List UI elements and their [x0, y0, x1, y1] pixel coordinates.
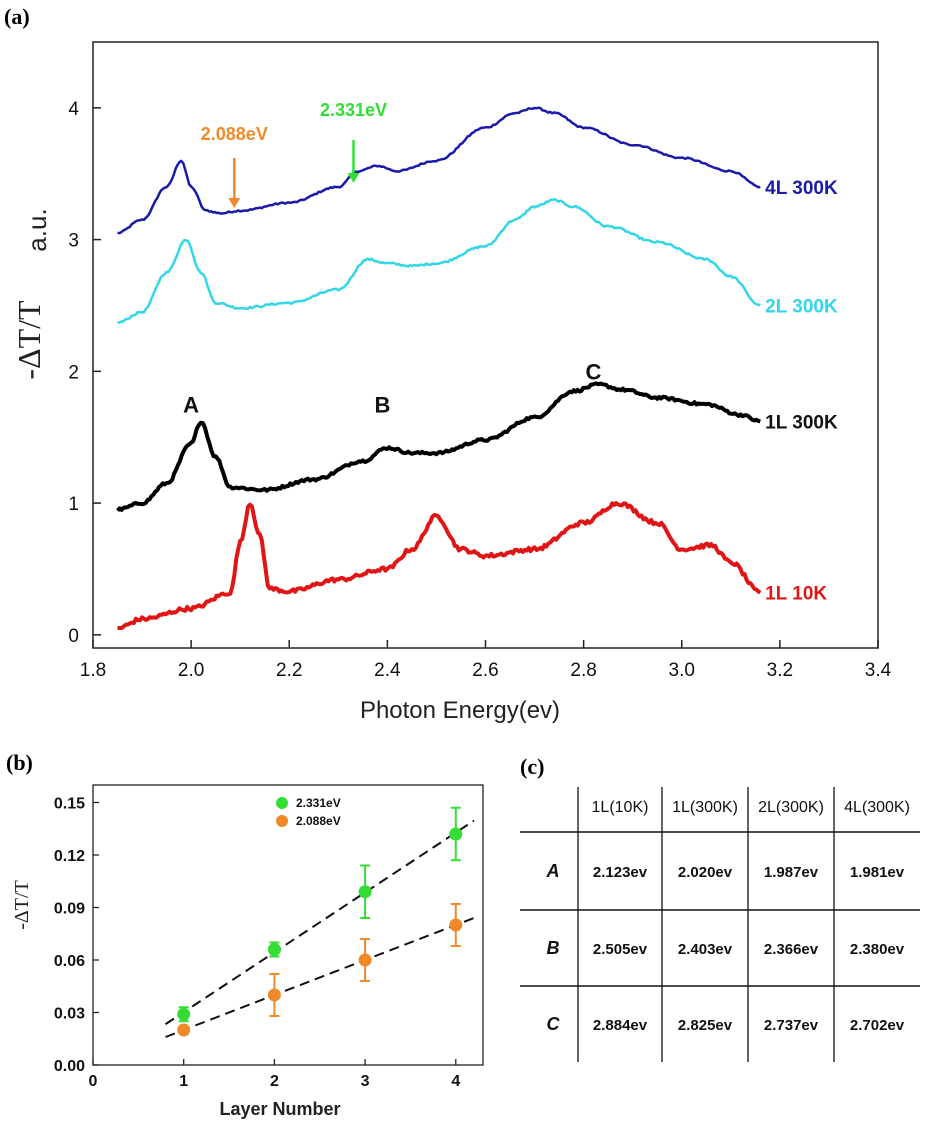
- panel-c-cell: 2.020ev: [678, 864, 733, 881]
- panel-b-point: [267, 943, 281, 956]
- panel-a-xtick-label: 2.4: [374, 660, 401, 681]
- panel-b-ytick-label: 0.09: [54, 901, 85, 918]
- panel-a-label: (a): [4, 4, 30, 29]
- panel-a-xtick-label: 3.2: [767, 660, 793, 681]
- panel-c-column-header: 1L(10K): [592, 799, 649, 816]
- panel-c-label: (c): [520, 754, 544, 779]
- panel-b-ytick-label: 0.12: [54, 848, 85, 865]
- panel-c-cell: 2.380ev: [850, 941, 905, 958]
- panel-c-cell: 2.366ev: [764, 941, 819, 958]
- panel-a-xtick-label: 2.0: [178, 660, 204, 681]
- panel-c-table: 1L(10K) 1L(300K) 2L(300K) 4L(300K) A 2.123ev 2…: [520, 787, 920, 1062]
- panel-b-legend-marker: [276, 797, 288, 809]
- panel-a-ytick-label: 2: [68, 362, 79, 383]
- panel-b-point: [449, 918, 463, 932]
- panel-c-cell: 2.702ev: [850, 1017, 905, 1034]
- panel-b-fit-line: [165, 819, 475, 1025]
- panel-a-xtick-label: 2.8: [570, 660, 596, 681]
- panel-a-annotation-label: 2.088eV: [201, 124, 268, 144]
- panel-b-ytick-label: 0.03: [54, 1006, 85, 1023]
- panel-b-point: [449, 827, 463, 841]
- panel-a-xtick-label: 3.4: [865, 660, 892, 681]
- panel-a-curve-label: 1L 10K: [765, 584, 827, 605]
- panel-a-ytick-label: 0: [68, 626, 79, 647]
- panel-b-xtick-label: 2: [270, 1073, 279, 1090]
- panel-b-xtick-label: 3: [361, 1073, 370, 1090]
- panel-a-series-line: [117, 106, 761, 235]
- panel-c-cell: 1.981ev: [850, 864, 905, 881]
- panel-b-xtick-label: 0: [89, 1073, 98, 1090]
- panel-a-xtick-label: 2.6: [472, 660, 498, 681]
- panel-a-xtick-label: 2.2: [276, 660, 302, 681]
- panel-c-column-header: 4L(300K): [844, 799, 910, 816]
- panel-b-point: [358, 953, 372, 967]
- panel-b-legend-marker: [276, 815, 288, 827]
- panel-a-series-line: [116, 381, 761, 513]
- panel-c-row-header: B: [547, 938, 560, 958]
- panel-b-point: [177, 1007, 191, 1021]
- panel-b-xtick-label: 4: [451, 1073, 460, 1090]
- panel-b-point: [267, 988, 281, 1002]
- panel-a-ytick-label: 4: [68, 99, 79, 120]
- panel-b-ytick-label: 0.06: [54, 953, 85, 970]
- panel-b-fit-line: [165, 917, 475, 1038]
- panel-c-row-header: C: [547, 1014, 561, 1034]
- panel-b-legend-label: 2.088eV: [296, 814, 341, 828]
- panel-a-ylabel: -ΔT/T: [11, 300, 47, 380]
- panel-c-cell: 2.123ev: [593, 864, 648, 881]
- panel-a-annotation-arrowhead: [228, 198, 241, 208]
- panel-a-plot: 1.8 2.0 2.2 2.4 2.6 2.8 3.0 3.2 3.4 0 1 2 3 4 Photon …: [11, 41, 892, 724]
- panel-a-ytick-label: 3: [68, 231, 79, 252]
- panel-b-xlabel: Layer Number: [219, 1099, 340, 1119]
- panel-a-annotation-label: 2.331eV: [320, 100, 387, 120]
- panel-c-column-header: 1L(300K): [672, 799, 738, 816]
- panel-a-xlabel: Photon Energy(ev): [360, 697, 560, 724]
- panel-a-xtick-label: 1.8: [80, 660, 106, 681]
- panel-a-peak-label: B: [375, 392, 391, 417]
- panel-b-xtick-label: 1: [179, 1073, 188, 1090]
- panel-c-cell: 2.737ev: [764, 1017, 819, 1034]
- panel-b-point: [358, 885, 372, 899]
- panel-c-cell: 2.505ev: [593, 941, 648, 958]
- panel-c-cell: 2.825ev: [678, 1017, 733, 1034]
- panel-a-curve-label: 1L 300K: [765, 412, 838, 433]
- panel-b-ylabel: -ΔT/T: [11, 880, 33, 930]
- panel-a-ylabel-unit: a.u.: [22, 208, 52, 251]
- panel-a-series-line: [117, 198, 761, 324]
- panel-a-xtick-label: 3.0: [669, 660, 695, 681]
- panel-b-legend-label: 2.331eV: [296, 796, 341, 810]
- panel-a-annotation-arrowhead: [347, 173, 360, 183]
- panel-b-plot: 0 1 2 3 4 0.00 0.03 0.06 0.09 0.12 0.15 2.331eV 2.0…: [11, 784, 484, 1119]
- panel-c-cell: 1.987ev: [764, 864, 819, 881]
- panel-a-curve-label: 4L 300K: [765, 178, 838, 199]
- panel-b-frame: [92, 784, 484, 1066]
- panel-c-cell: 2.884ev: [593, 1017, 648, 1034]
- panel-b-label: (b): [6, 750, 33, 775]
- panel-c-column-header: 2L(300K): [758, 799, 824, 816]
- panel-a-ytick-label: 1: [68, 494, 79, 515]
- panel-b-ytick-label: 0.00: [54, 1058, 85, 1075]
- panel-a-series-line: [117, 501, 762, 631]
- panel-a-peak-label: C: [585, 359, 601, 384]
- panel-a-curve-label: 2L 300K: [765, 296, 838, 317]
- panel-c-cell: 2.403ev: [678, 941, 733, 958]
- panel-b-point: [177, 1023, 191, 1037]
- panel-b-ytick-label: 0.15: [54, 796, 85, 813]
- panel-a-peak-label: A: [183, 392, 199, 417]
- panel-c-row-header: A: [546, 861, 560, 881]
